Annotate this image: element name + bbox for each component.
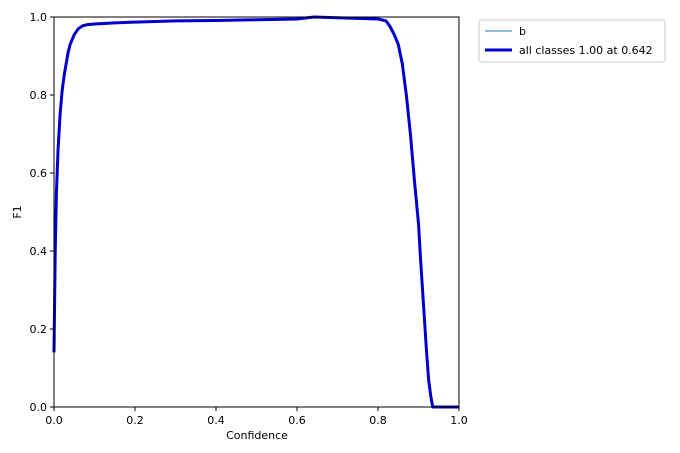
legend-entry-1: all classes 1.00 at 0.642 (519, 44, 653, 57)
y-tick-label: 0.0 (30, 401, 48, 414)
x-tick-label: 0.6 (288, 414, 306, 427)
x-axis-label: Confidence (226, 429, 288, 442)
y-axis-label: F1 (11, 205, 24, 218)
y-tick-label: 1.0 (30, 11, 48, 24)
axes-frame (53, 16, 460, 408)
x-tick-label: 1.0 (450, 414, 468, 427)
y-tick-label: 0.6 (30, 167, 48, 180)
x-tick-label: 0.4 (207, 414, 225, 427)
y-tick-label: 0.4 (30, 245, 48, 258)
legend-box (478, 19, 666, 63)
x-tick-label: 0.0 (45, 414, 63, 427)
x-tick-label: 0.2 (126, 414, 144, 427)
legend-entry-0: b (519, 25, 526, 38)
y-tick-label: 0.8 (30, 89, 48, 102)
legend: b all classes 1.00 at 0.642 (478, 19, 666, 63)
y-tick-label: 0.2 (30, 323, 48, 336)
axes-layer: 0.0 0.2 0.4 0.6 0.8 1.0 0.0 0.2 0.4 0.6 0.8 1.0 (30, 11, 468, 427)
x-tick-label: 0.8 (369, 414, 387, 427)
